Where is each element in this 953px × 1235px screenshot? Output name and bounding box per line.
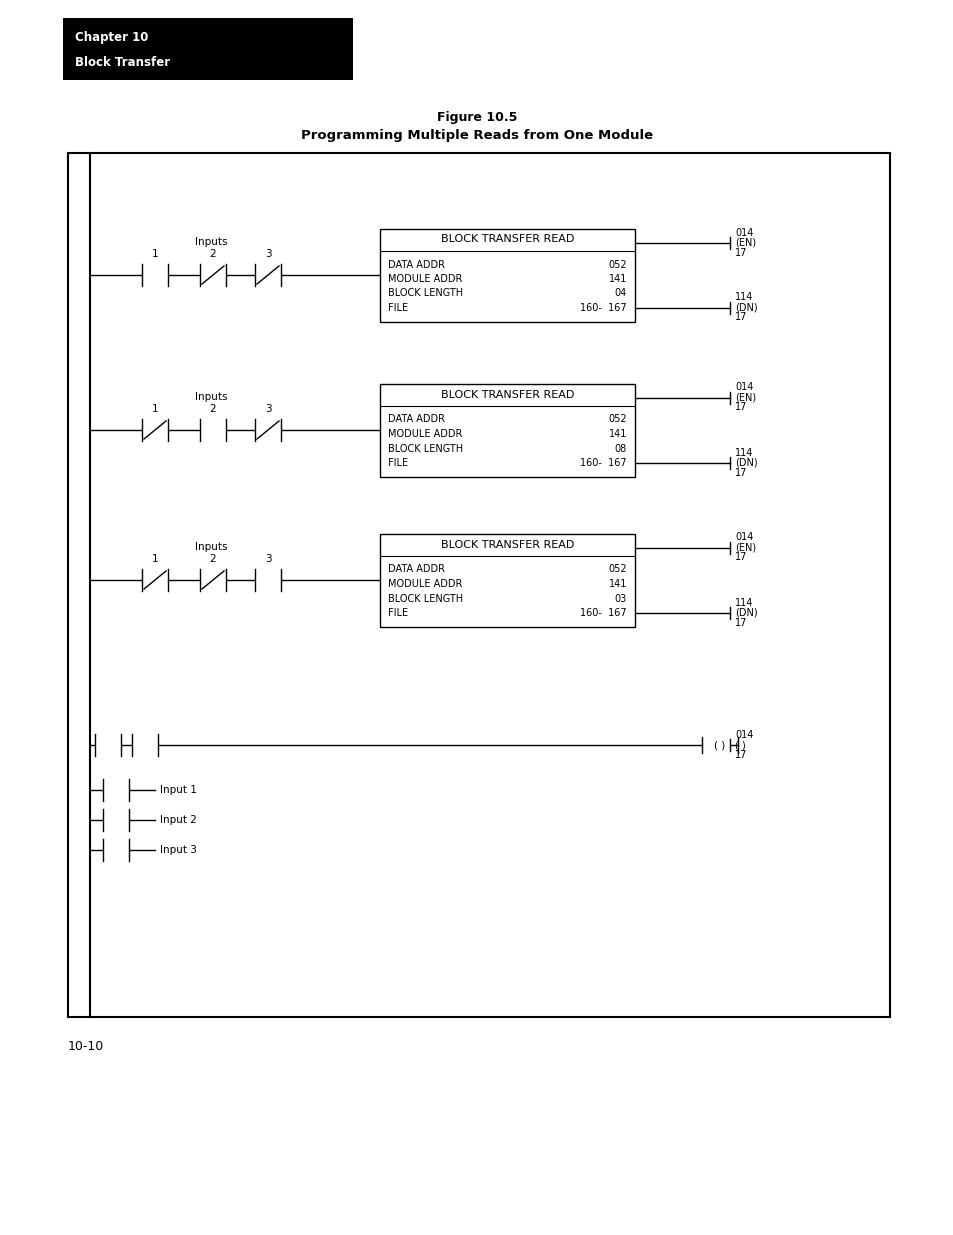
Text: Inputs: Inputs: [195, 237, 228, 247]
Text: BLOCK TRANSFER READ: BLOCK TRANSFER READ: [440, 235, 574, 245]
Bar: [68, 153, 889, 1016]
Text: Input 1: Input 1: [160, 785, 196, 795]
Text: MODULE ADDR: MODULE ADDR: [388, 429, 462, 438]
Text: (DN): (DN): [734, 303, 757, 312]
Text: 17: 17: [734, 618, 746, 627]
Text: Figure 10.5: Figure 10.5: [436, 110, 517, 124]
Text: (EN): (EN): [734, 237, 756, 247]
Text: 2: 2: [210, 555, 216, 564]
Text: 052: 052: [608, 415, 626, 425]
Text: 17: 17: [734, 552, 746, 562]
Text: 114: 114: [734, 598, 753, 608]
Text: 114: 114: [734, 447, 753, 457]
Text: 160-  167: 160- 167: [579, 608, 626, 618]
Bar: [63, 19, 353, 80]
Text: ( ): ( ): [714, 740, 725, 750]
Text: BLOCK TRANSFER READ: BLOCK TRANSFER READ: [440, 389, 574, 399]
Text: 17: 17: [734, 403, 746, 412]
Text: Inputs: Inputs: [195, 542, 228, 552]
Text: 3: 3: [264, 404, 271, 414]
Text: MODULE ADDR: MODULE ADDR: [388, 274, 462, 284]
Text: BLOCK LENGTH: BLOCK LENGTH: [388, 594, 462, 604]
Text: (EN): (EN): [734, 542, 756, 552]
Text: Input 2: Input 2: [160, 815, 196, 825]
Text: BLOCK LENGTH: BLOCK LENGTH: [388, 289, 462, 299]
Text: 052: 052: [608, 564, 626, 574]
Text: FILE: FILE: [388, 458, 408, 468]
Text: 3: 3: [264, 555, 271, 564]
Text: DATA ADDR: DATA ADDR: [388, 259, 444, 269]
Text: 04: 04: [614, 289, 626, 299]
Text: 17: 17: [734, 750, 746, 760]
Text: 141: 141: [608, 274, 626, 284]
Text: 160-  167: 160- 167: [579, 303, 626, 312]
Text: ( ): ( ): [734, 740, 745, 750]
Text: 014: 014: [734, 730, 753, 740]
Text: Chapter 10: Chapter 10: [75, 31, 149, 43]
Text: 10-10: 10-10: [68, 1040, 104, 1053]
Text: 052: 052: [608, 259, 626, 269]
Text: 2: 2: [210, 404, 216, 414]
Text: DATA ADDR: DATA ADDR: [388, 415, 444, 425]
Text: BLOCK TRANSFER READ: BLOCK TRANSFER READ: [440, 540, 574, 550]
Text: 17: 17: [734, 468, 746, 478]
Text: MODULE ADDR: MODULE ADDR: [388, 579, 462, 589]
Text: 03: 03: [614, 594, 626, 604]
Text: 3: 3: [264, 249, 271, 259]
Text: BLOCK LENGTH: BLOCK LENGTH: [388, 443, 462, 453]
Text: Block Transfer: Block Transfer: [75, 56, 170, 68]
Text: 1: 1: [152, 249, 158, 259]
Text: Inputs: Inputs: [195, 391, 228, 403]
Text: (DN): (DN): [734, 457, 757, 468]
Text: 014: 014: [734, 383, 753, 393]
Text: (EN): (EN): [734, 393, 756, 403]
Text: 141: 141: [608, 579, 626, 589]
Text: 014: 014: [734, 532, 753, 542]
Bar: [379, 228, 635, 321]
Text: 014: 014: [734, 227, 753, 237]
Text: (DN): (DN): [734, 608, 757, 618]
Text: FILE: FILE: [388, 303, 408, 312]
Text: FILE: FILE: [388, 608, 408, 618]
Text: 141: 141: [608, 429, 626, 438]
Text: Input 3: Input 3: [160, 845, 196, 855]
Text: 08: 08: [614, 443, 626, 453]
Text: 17: 17: [734, 312, 746, 322]
Bar: [379, 384, 635, 477]
Text: 114: 114: [734, 293, 753, 303]
Text: 1: 1: [152, 404, 158, 414]
Text: 160-  167: 160- 167: [579, 458, 626, 468]
Text: 17: 17: [734, 247, 746, 258]
Text: Programming Multiple Reads from One Module: Programming Multiple Reads from One Modu…: [300, 128, 653, 142]
Text: DATA ADDR: DATA ADDR: [388, 564, 444, 574]
Text: 2: 2: [210, 249, 216, 259]
Bar: [379, 534, 635, 626]
Text: 1: 1: [152, 555, 158, 564]
